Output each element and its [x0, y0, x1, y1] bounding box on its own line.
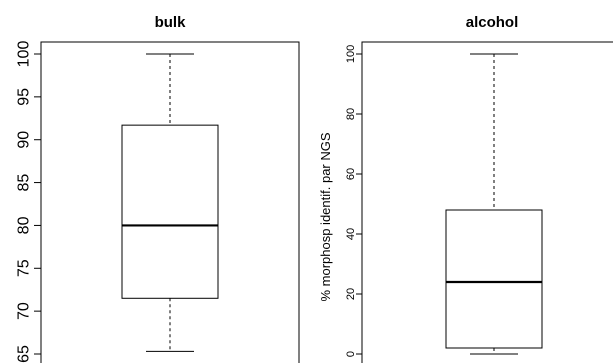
- y-tick-label: 95: [16, 88, 33, 106]
- panel-bulk: bulk 65 70 75 80 85 90 95 100: [16, 14, 300, 363]
- panel-alcohol: alcohol % morphosp identif. par NGS 0 20 4…: [318, 14, 613, 363]
- y-tick-label: 20: [345, 288, 357, 300]
- y-tick-label: 40: [345, 228, 357, 240]
- boxplot-bulk: [121, 53, 219, 352]
- y-axis-bulk: 65 70 75 80 85 90 95 100: [16, 41, 41, 363]
- chart-title-bulk: bulk: [155, 14, 186, 31]
- y-tick-label: 90: [16, 131, 33, 149]
- iqr-box: [121, 124, 219, 299]
- y-axis-label-alcohol: % morphosp identif. par NGS: [318, 132, 333, 301]
- plot-frame-bulk: [40, 41, 300, 363]
- chart-title-alcohol: alcohol: [466, 14, 519, 31]
- y-tick-label: 75: [16, 259, 33, 277]
- y-tick-label: 100: [345, 45, 357, 63]
- y-tick-label: 0: [345, 351, 357, 357]
- y-tick-label: 85: [16, 174, 33, 192]
- plot-frame-alcohol: [361, 41, 613, 363]
- y-tick-label: 80: [345, 108, 357, 120]
- boxplot-alcohol: [445, 53, 543, 355]
- y-tick-label: 100: [16, 41, 33, 68]
- iqr-box: [445, 209, 543, 349]
- y-tick-label: 60: [345, 168, 357, 180]
- y-tick-label: 80: [16, 216, 33, 234]
- y-tick-label: 65: [16, 345, 33, 363]
- y-tick-label: 70: [16, 302, 33, 320]
- y-axis-alcohol: 0 20 40 60 80 100: [345, 45, 362, 357]
